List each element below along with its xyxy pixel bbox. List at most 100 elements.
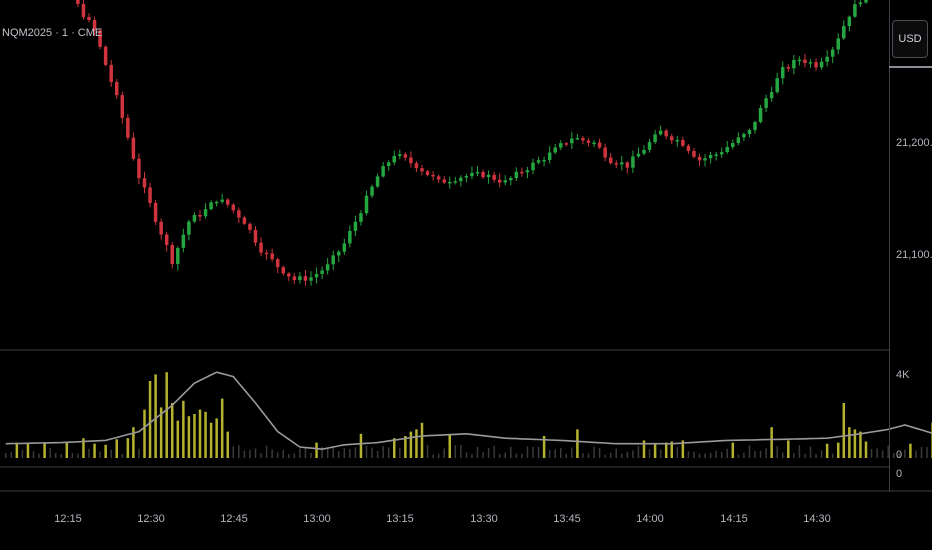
volume-bar-dim [560,448,562,458]
candle-body [259,242,263,253]
candle-body [836,38,840,50]
candle-body [231,204,236,211]
candle-body [153,202,158,222]
volume-bar-dim [537,446,540,458]
volume-bar-dim [343,448,346,458]
time-tick-label: 13:45 [553,513,581,525]
candle-body [320,270,324,274]
candle-body [431,174,435,177]
volume-bar-dim [243,450,246,458]
volume-bar-dim [338,451,340,458]
candle-body [92,20,97,31]
volume-ma-line [5,371,932,451]
volume-bar [204,411,207,458]
candle-body [553,147,557,153]
volume-bar [182,400,185,458]
candle-body [375,176,380,187]
candle-body [459,177,463,182]
volume-bar-dim [310,452,312,458]
candle-body [781,67,785,79]
candle-body [736,137,741,144]
volume-bar-dim [737,454,740,458]
candle-body [514,171,519,178]
candle-body [575,138,580,140]
volume-bar-dim [626,451,629,458]
candle-body [597,142,602,148]
time-tick-label: 13:00 [303,513,331,525]
volume-bar-dim [815,454,817,458]
volume-tick-label: 4K [896,369,910,381]
volume-bar-dim [526,446,529,458]
candle-body [803,59,807,64]
candle-body [808,62,813,64]
price-tick-label: 21,200.00 [896,137,932,149]
volume-bar-dim [515,453,518,458]
candle-body [542,159,546,162]
volume-bar [165,372,168,458]
candle-body [492,174,496,180]
candle-body [603,147,607,158]
candle-body [842,26,846,39]
volume-bar-dim [637,445,640,458]
candle-body [647,142,652,150]
candle-body [214,201,219,204]
candle-body [353,221,358,231]
candle-body [409,157,413,164]
candle-body [192,215,197,222]
candle-body [564,143,569,145]
time-axis[interactable]: 12:15 12:30 12:45 13:00 13:15 13:30 13:4… [54,513,831,525]
candle-body [187,221,191,235]
volume-bar-dim [443,448,445,458]
volume-bar [542,436,546,458]
volume-bar-dim [387,447,390,458]
volume-bar-dim [754,451,756,458]
candle-body [620,162,624,165]
candle-body [819,61,824,68]
time-tick-label: 12:45 [220,513,248,525]
volume-bar [848,427,851,458]
volume-bar [26,443,30,458]
volume-bar-dim [49,447,51,458]
candle-body [520,171,524,174]
candle-body [81,3,86,18]
candle-body [420,168,424,172]
volume-bar-dim [593,446,595,458]
volume-bar [187,416,191,458]
volume-bar-dim [609,452,612,458]
candle-body [559,143,563,148]
candle-body [331,255,335,265]
candle-body [769,92,774,99]
candle-body [786,67,791,69]
volume-bar-dim [299,448,301,458]
volume-bar-dim [88,448,90,458]
volume-bar-dim [504,452,506,458]
volume-bar [448,434,451,458]
candle-body [747,130,752,135]
candle-body [237,210,241,218]
volume-bar-dim [271,449,273,458]
volume-bar-dim [782,452,784,458]
candle-body [342,243,347,252]
volume-bar-dim [371,447,373,458]
candle-body [281,267,285,274]
volume-bar-dim [554,449,556,458]
volume-bar [420,422,424,458]
volume-bar [837,442,840,458]
volume-bar [126,438,130,458]
volume-bar [409,431,413,458]
candle-body [792,60,796,69]
candle-body [364,195,369,214]
volume-bar-dim [904,449,906,458]
volume-bar-dim [687,451,690,458]
volume-bar-dim [621,453,623,458]
volume-bar-dim [659,449,662,458]
candle-body [692,150,696,157]
volume-bar [159,407,163,458]
candle-body [176,247,180,264]
candle-body [853,4,857,17]
candle-body [337,251,341,256]
currency-button[interactable]: USD [892,20,928,58]
volume-bar-dim [831,453,834,458]
volume-bar-dim [510,446,512,458]
